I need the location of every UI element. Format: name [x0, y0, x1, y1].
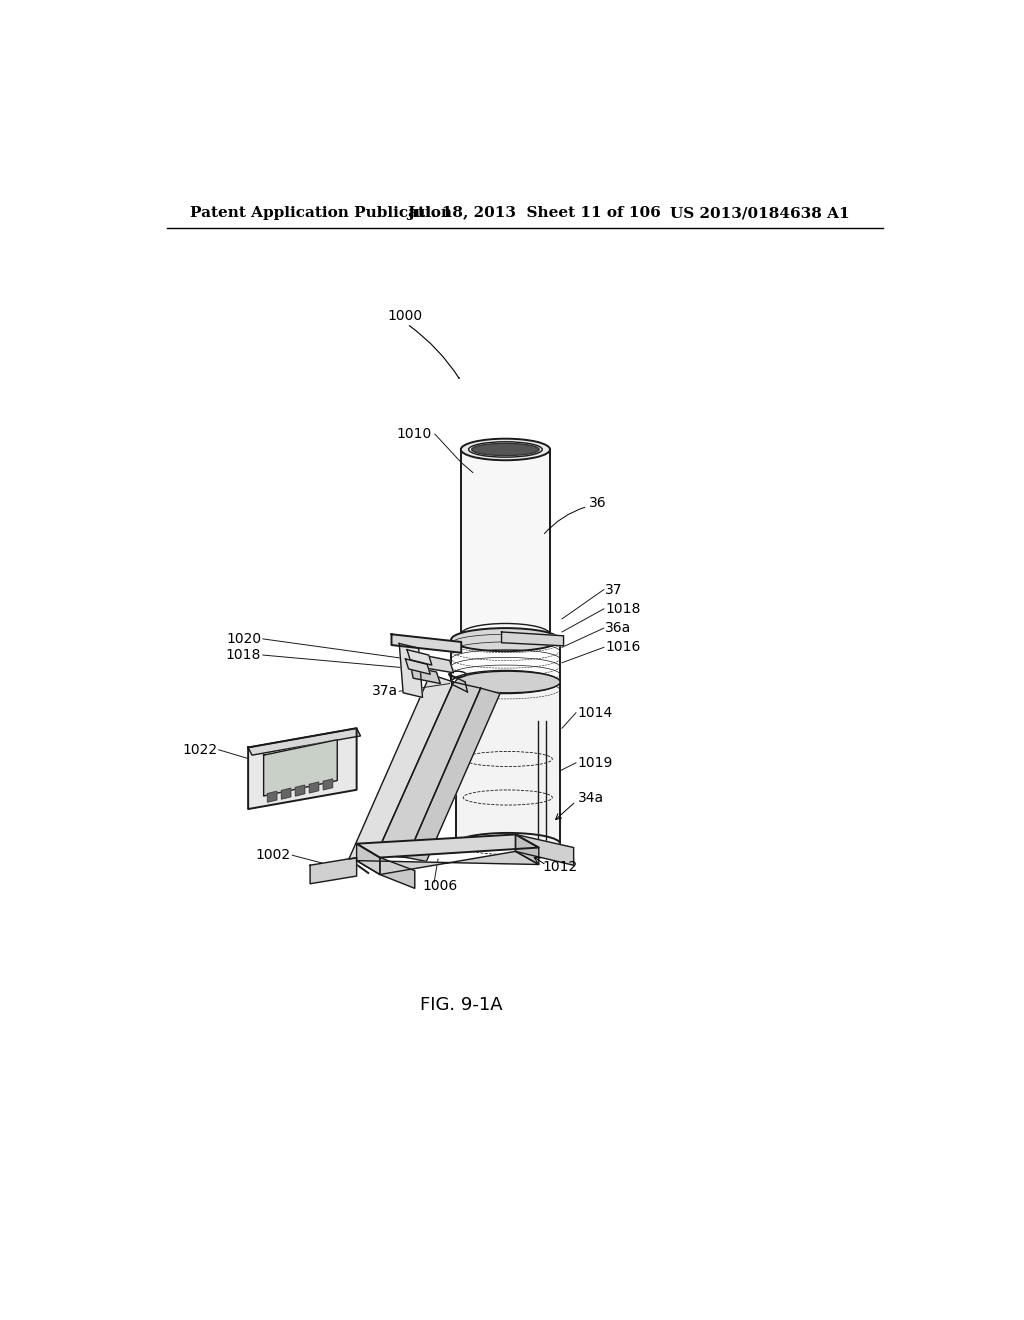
- Polygon shape: [263, 739, 337, 796]
- Polygon shape: [407, 649, 432, 665]
- Polygon shape: [248, 729, 360, 755]
- Text: 1018: 1018: [226, 648, 261, 663]
- Polygon shape: [380, 858, 415, 888]
- Text: 1002: 1002: [256, 849, 291, 862]
- Text: 1019: 1019: [578, 756, 613, 770]
- Polygon shape: [407, 688, 500, 862]
- Polygon shape: [376, 682, 480, 858]
- Text: FIG. 9-1A: FIG. 9-1A: [420, 997, 503, 1014]
- Polygon shape: [349, 675, 454, 859]
- Text: 1016: 1016: [605, 640, 641, 655]
- Polygon shape: [456, 682, 560, 843]
- Polygon shape: [502, 632, 563, 645]
- Polygon shape: [461, 449, 550, 635]
- Text: 36a: 36a: [605, 622, 632, 635]
- Ellipse shape: [452, 628, 560, 651]
- Text: Jul. 18, 2013  Sheet 11 of 106: Jul. 18, 2013 Sheet 11 of 106: [407, 206, 660, 220]
- Polygon shape: [356, 843, 380, 874]
- Polygon shape: [356, 851, 539, 874]
- Text: 1022: 1022: [182, 743, 217, 756]
- Text: 1006: 1006: [423, 879, 458, 894]
- Polygon shape: [423, 655, 454, 673]
- Polygon shape: [515, 834, 539, 865]
- Polygon shape: [411, 667, 440, 684]
- Ellipse shape: [461, 438, 550, 461]
- Text: US 2013/0184638 A1: US 2013/0184638 A1: [671, 206, 850, 220]
- Text: 37a: 37a: [372, 684, 397, 698]
- Text: 1018: 1018: [605, 602, 641, 616]
- Text: 1000: 1000: [388, 309, 423, 323]
- Polygon shape: [391, 635, 461, 653]
- Polygon shape: [310, 858, 356, 884]
- Text: 1010: 1010: [396, 428, 432, 441]
- FancyArrowPatch shape: [410, 326, 459, 379]
- Text: 1020: 1020: [226, 632, 261, 645]
- Polygon shape: [324, 779, 333, 789]
- Text: Patent Application Publication: Patent Application Publication: [190, 206, 452, 220]
- Text: 37: 37: [605, 582, 623, 597]
- Text: 1012: 1012: [543, 859, 578, 874]
- Polygon shape: [295, 785, 305, 796]
- Text: 34a: 34a: [578, 791, 603, 804]
- Polygon shape: [356, 834, 539, 858]
- Polygon shape: [309, 781, 318, 793]
- Ellipse shape: [472, 444, 540, 455]
- Polygon shape: [515, 834, 573, 866]
- Polygon shape: [399, 644, 423, 697]
- Polygon shape: [267, 792, 276, 803]
- Polygon shape: [248, 729, 356, 809]
- Polygon shape: [406, 659, 430, 675]
- Polygon shape: [282, 788, 291, 799]
- Text: 36: 36: [589, 496, 607, 511]
- Text: 1014: 1014: [578, 706, 612, 719]
- Ellipse shape: [456, 671, 560, 693]
